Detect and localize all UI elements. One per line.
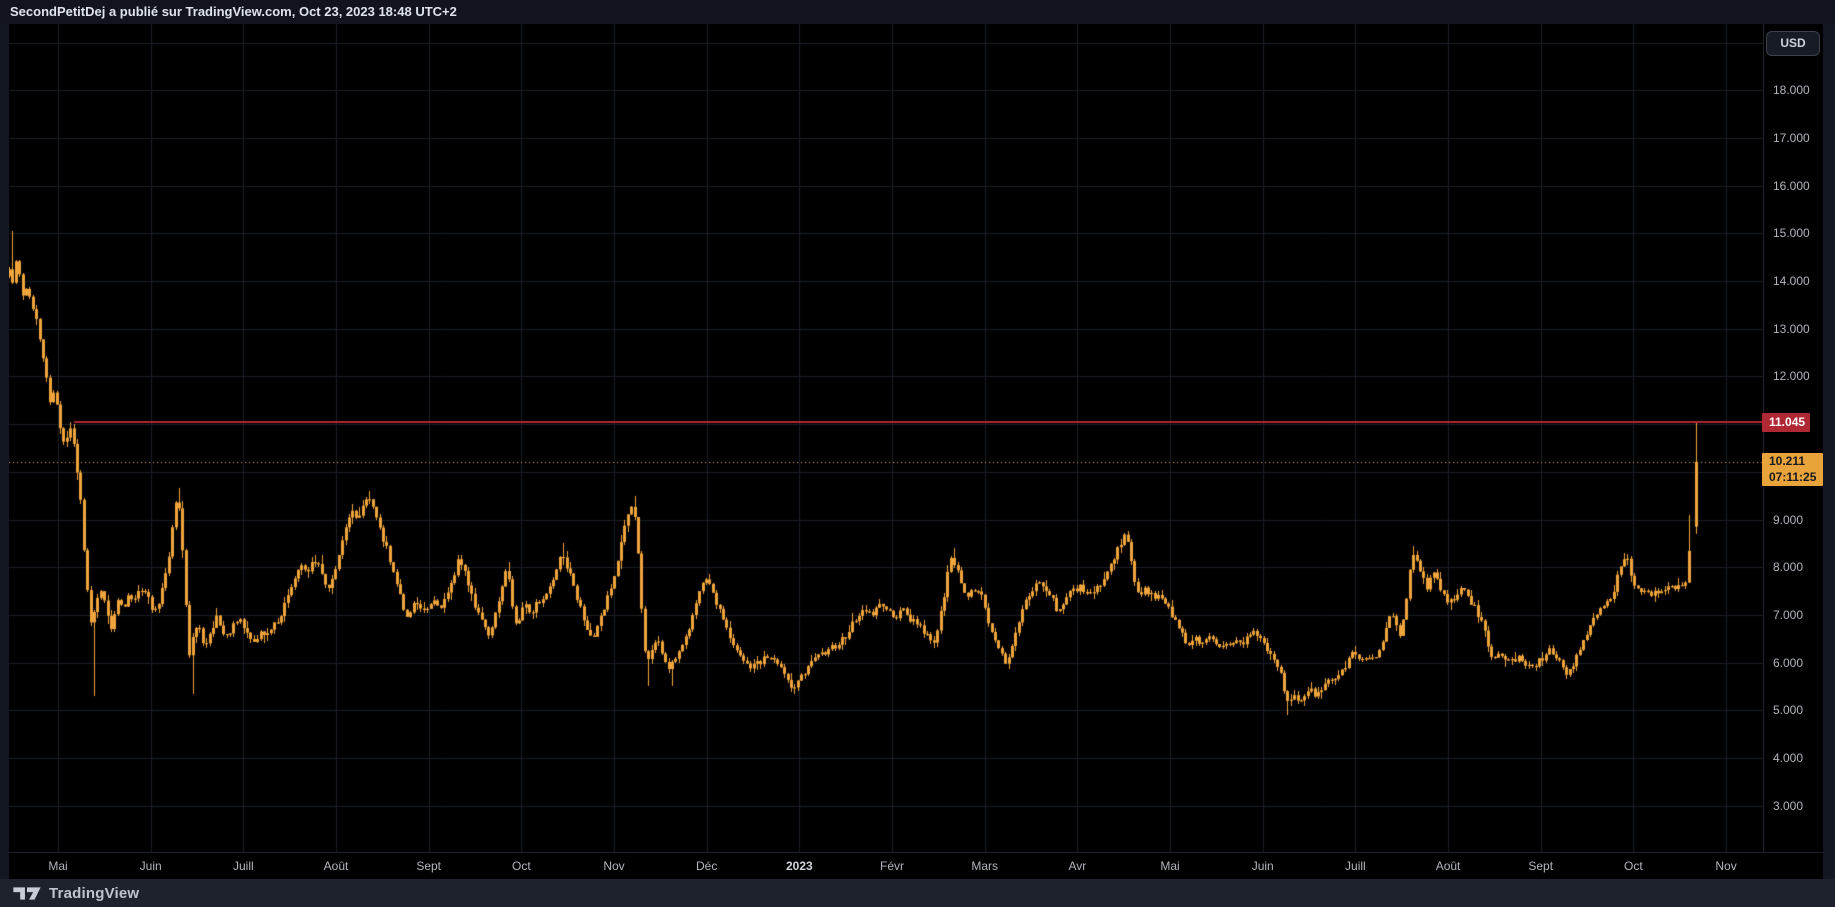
tradingview-logo-text: TradingView xyxy=(49,884,140,902)
publish-bar: SecondPetitDej a publié sur TradingView.… xyxy=(0,0,1835,24)
currency-label: USD xyxy=(1780,36,1806,50)
time-axis-label: Juin xyxy=(139,859,162,873)
bar-countdown: 07:11:25 xyxy=(1769,469,1817,484)
time-axis-label: Sept xyxy=(416,859,442,873)
price-axis-tick: 17.000 xyxy=(1773,130,1810,145)
time-axis-label: Oct xyxy=(1624,859,1643,873)
time-axis-label: Déc xyxy=(696,859,718,873)
chart-plot-area[interactable] xyxy=(9,24,1763,852)
price-axis-tick: 4.000 xyxy=(1773,751,1804,766)
bottom-bar: TradingView xyxy=(0,879,1835,907)
time-axis-label: Mars xyxy=(971,859,999,873)
time-axis-label: Août xyxy=(323,859,349,873)
price-axis-tick: 15.000 xyxy=(1773,226,1810,241)
time-axis-label: Juill xyxy=(1345,859,1366,873)
tradingview-logo-icon xyxy=(13,886,41,900)
price-axis-tick: 3.000 xyxy=(1773,798,1804,813)
price-axis-tick: 14.000 xyxy=(1773,274,1810,289)
price-axis-tick: 13.000 xyxy=(1773,321,1810,336)
price-axis-tick: 6.000 xyxy=(1773,655,1804,670)
price-axis-tick: 7.000 xyxy=(1773,607,1804,622)
time-axis[interactable]: Mai Juin Juill Août Sept Oct Nov Déc 2023 Févr Mar… xyxy=(9,852,1823,879)
last-price-value: 10.211 xyxy=(1769,453,1806,468)
time-axis-label: Févr xyxy=(880,859,905,873)
price-axis-tick: 8.000 xyxy=(1773,560,1804,575)
time-axis-label: Août xyxy=(1435,859,1461,873)
publish-text: SecondPetitDej a publié sur TradingView.… xyxy=(10,4,457,19)
price-axis[interactable]: 18.000 17.000 16.000 15.000 14.000 13.000 12.0… xyxy=(1763,24,1823,852)
price-axis-tick: 18.000 xyxy=(1773,83,1810,98)
price-axis-tick: 16.000 xyxy=(1773,178,1810,193)
price-axis-tick: 9.000 xyxy=(1773,512,1804,527)
price-axis-tick: 12.000 xyxy=(1773,369,1810,384)
price-axis-tick: 5.000 xyxy=(1773,703,1804,718)
time-axis-label: Avr xyxy=(1068,859,1087,873)
time-axis-label: 2023 xyxy=(786,859,813,873)
right-margin xyxy=(1823,24,1835,879)
time-axis-label: Mai xyxy=(1160,859,1180,873)
time-axis-label: Nov xyxy=(603,859,625,873)
level-price-value: 11.045 xyxy=(1769,415,1806,430)
currency-toggle-button[interactable]: USD xyxy=(1766,31,1820,56)
last-price-label: 10.211 07:11:25 xyxy=(1762,452,1823,486)
time-axis-label: Oct xyxy=(512,859,531,873)
time-axis-label: Nov xyxy=(1715,859,1737,873)
time-axis-label: Mai xyxy=(48,859,68,873)
time-axis-label: Juill xyxy=(232,859,254,873)
horizontal-line-price-label: 11.045 xyxy=(1762,413,1810,433)
time-axis-label: Juin xyxy=(1251,859,1274,873)
tradingview-logo-link[interactable]: TradingView xyxy=(12,885,139,902)
time-axis-label: Sept xyxy=(1528,859,1554,873)
price-chart-canvas[interactable] xyxy=(9,24,1763,852)
